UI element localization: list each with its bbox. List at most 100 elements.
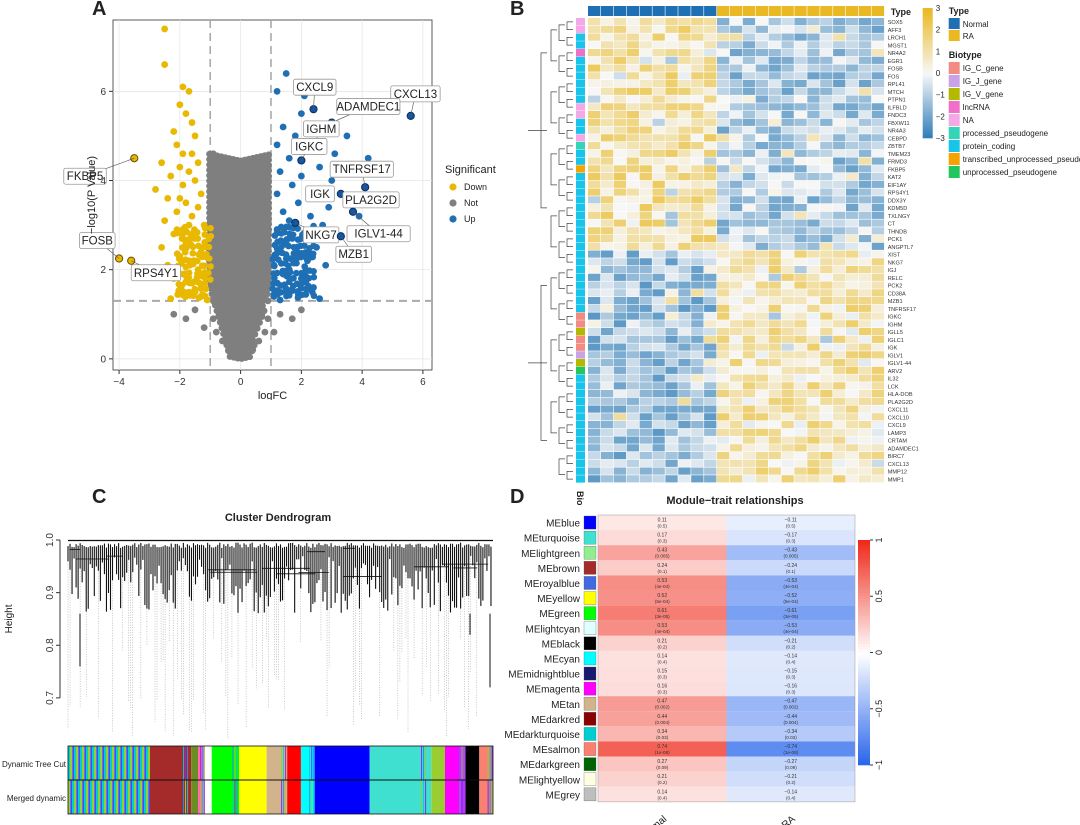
heatmap-cell [627,468,639,475]
heatmap-cell [640,18,652,25]
down-point [207,263,214,270]
heatmap-cell [627,437,639,444]
heatmap-cell [820,165,832,172]
color-scale-step [923,47,933,49]
heatmap-cell [614,134,626,141]
heatmap-cell [640,65,652,72]
heatmap-cell [730,398,742,405]
heatmap-cell [846,18,858,25]
heatmap-cell [601,235,613,242]
biotype-annotation-cell [576,305,585,312]
not-point [262,222,269,229]
dendrogram-branch [551,278,557,309]
module-swatch-5 [584,592,596,605]
dendrogram-branch [567,161,573,169]
up-point [310,268,317,275]
module-stripe [86,780,88,814]
row-label-2: LRCH1 [888,36,906,42]
module-pvalue-7-normal: (4e-04) [655,629,670,634]
x-tick-label-4: 4 [359,377,365,388]
heatmap-cell [640,111,652,118]
heatmap-cell [601,119,613,126]
color-scale-step [923,23,933,25]
heatmap-cell [678,212,690,219]
heatmap-cell [859,460,871,467]
biotype-annotation-cell [576,452,585,459]
up-point [283,251,290,258]
heatmap-cell [846,328,858,335]
module-stripe [78,746,79,780]
biotype-annotation-cell [576,251,585,258]
heatmap-cell [691,258,703,265]
heatmap-cell [833,375,845,382]
heatmap-cell [872,444,884,451]
down-point [183,240,190,247]
biotype-annotation-cell [576,18,585,25]
gene-label-6: IGK [310,189,330,201]
heatmap-cell [859,282,871,289]
heatmap-cell [846,375,858,382]
heatmap-cell [588,243,600,250]
trait-scale-step [858,591,870,594]
biotype-annotation-cell [576,165,585,172]
heatmap-cell [653,41,665,48]
heatmap-cell [756,142,768,149]
heatmap-cell [846,413,858,420]
not-point [210,315,217,322]
heatmap-cell [614,72,626,79]
heatmap-cell [769,26,781,33]
biotype-annotation-cell [576,80,585,87]
heatmap-cell [640,297,652,304]
heatmap-cell [640,390,652,397]
heatmap-cell [588,26,600,33]
color-scale-step [923,116,933,118]
row-label-7: FOS [888,74,900,80]
dendrogram-root [528,130,547,363]
heatmap-cell [640,468,652,475]
trait-scale-step [858,743,870,746]
row-label-24: KDM5D [888,206,908,212]
heatmap-cell [665,305,677,312]
biotype-annotation-cell [576,320,585,327]
heatmap-cell [756,57,768,64]
heatmap-cell [678,65,690,72]
heatmap-cell [756,289,768,296]
module-name-14: MEdarkturquoise [504,730,580,741]
up-point [313,244,320,251]
module-pvalue-10-ra: (0.3) [786,675,796,680]
heatmap-cell [614,212,626,219]
heatmap-cell [794,111,806,118]
biotype-annotation-cell [576,88,585,95]
heatmap-cell [769,413,781,420]
gene-label-2: ADAMDEC1 [336,102,400,114]
heatmap-cell [601,251,613,258]
module-swatch-3 [584,561,596,574]
heatmap-cell [691,320,703,327]
heatmap-cell [601,406,613,413]
heatmap-cell [846,65,858,72]
heatmap-cell [601,444,613,451]
heatmap-cell [717,103,729,110]
heatmap-cell [691,65,703,72]
heatmap-cell [601,413,613,420]
down-point [167,295,174,302]
heatmap-cell [704,88,716,95]
heatmap-cell [588,282,600,289]
heatmap-cell [588,351,600,358]
module-stripe [143,780,144,814]
heatmap-cell [846,398,858,405]
heatmap-cell [704,468,716,475]
module-stripe [104,746,106,780]
heatmap-cell [756,390,768,397]
heatmap-cell [859,413,871,420]
module-stripe [98,780,100,814]
heatmap-cell [807,367,819,374]
not-point [252,266,259,273]
heatmap-cell [730,328,742,335]
row-label-28: PCK1 [888,237,903,243]
not-point [231,351,238,358]
heatmap-cell [872,80,884,87]
row-label-32: IGJ [888,268,897,274]
module-stripe [98,746,100,780]
y-tick-label-2: 0.9 [45,585,56,599]
